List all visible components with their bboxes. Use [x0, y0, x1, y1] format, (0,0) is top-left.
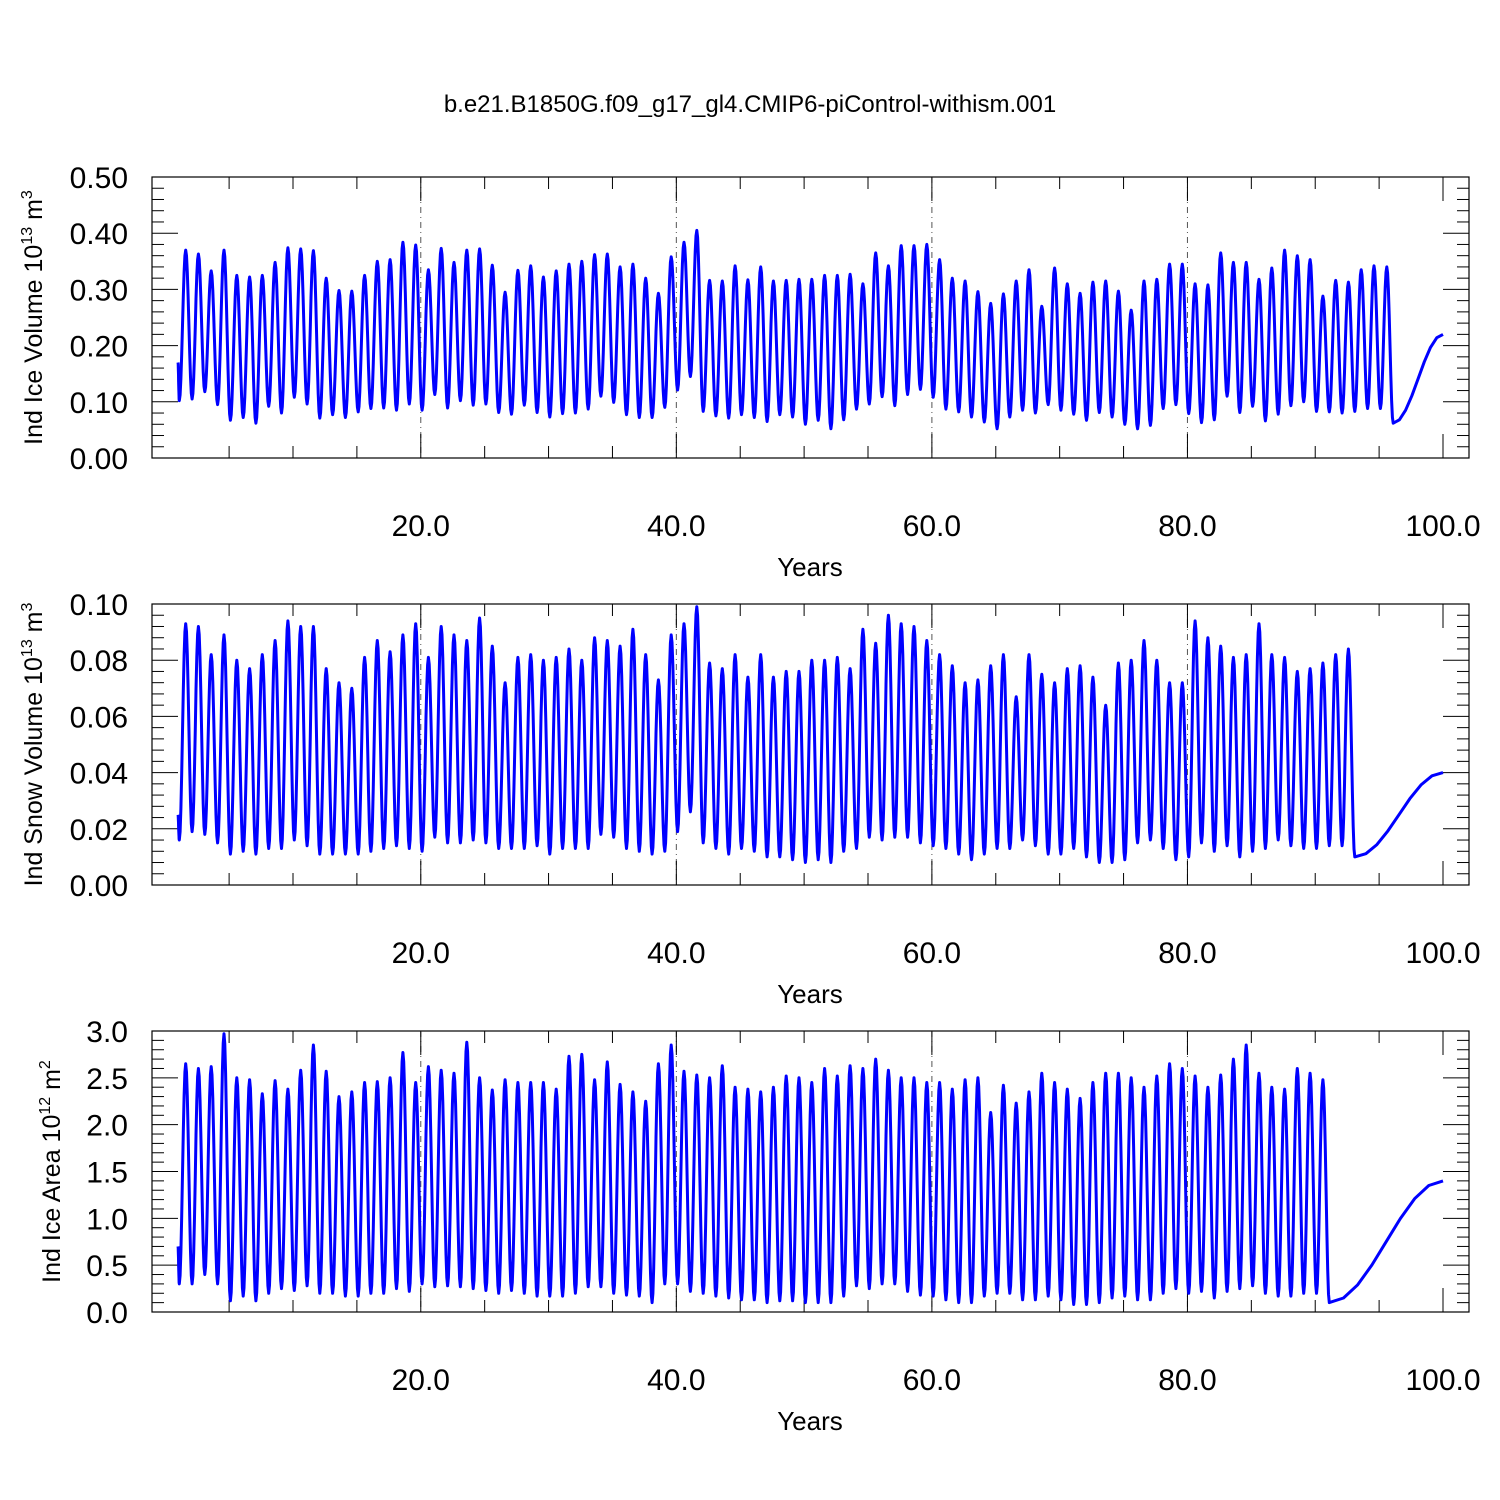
x-tick-label: 20.0 — [392, 510, 450, 543]
series-line-1 — [176, 228, 1444, 431]
x-tick-label: 60.0 — [903, 937, 961, 970]
x-tick-label: 80.0 — [1158, 1364, 1216, 1397]
y-axis-label: Ind Ice Volume 1013 m3 — [19, 190, 48, 445]
x-tick-label: 60.0 — [903, 510, 961, 543]
y-tick-label: 3.0 — [86, 1016, 128, 1049]
x-tick-label: 100.0 — [1405, 1364, 1480, 1397]
y-tick-label: 0.10 — [70, 589, 128, 622]
y-tick-label: 2.0 — [86, 1110, 128, 1143]
y-tick-label: 0.00 — [70, 443, 128, 476]
y-axis-label: Ind Ice Area 1012 m2 — [37, 1060, 66, 1283]
y-tick-label: 0.08 — [70, 645, 128, 678]
x-tick-label: 40.0 — [647, 1364, 705, 1397]
figure-title: b.e21.B1850G.f09_g17_gl4.CMIP6-piControl… — [444, 91, 1056, 118]
plot-frame — [151, 176, 1470, 459]
y-tick-label: 1.5 — [86, 1157, 128, 1190]
x-tick-label: 80.0 — [1158, 937, 1216, 970]
y-axis-label: Ind Snow Volume 1013 m3 — [19, 603, 48, 887]
y-tick-label: 0.30 — [70, 274, 128, 307]
y-tick-label: 0.0 — [86, 1297, 128, 1330]
x-tick-label: 20.0 — [392, 1364, 450, 1397]
y-tick-label: 0.10 — [70, 387, 128, 420]
x-tick-label: 40.0 — [647, 937, 705, 970]
series-line-1 — [176, 605, 1444, 864]
x-tick-label: 60.0 — [903, 1364, 961, 1397]
x-tick-label: 100.0 — [1405, 510, 1480, 543]
y-tick-label: 0.06 — [70, 701, 128, 734]
y-tick-label: 0.40 — [70, 218, 128, 251]
y-tick-label: 0.02 — [70, 814, 128, 847]
chart-panel-3: 20.0 40.0 60.0 80.0 100.0 Years 0.0 0.5 1.0 1.5 2.… — [37, 1016, 1481, 1436]
x-axis-label: Years — [777, 979, 843, 1009]
y-tick-label: 0.04 — [70, 758, 128, 791]
x-axis-label: Years — [777, 552, 843, 582]
x-axis-label: Years — [777, 1406, 843, 1436]
x-tick-label: 100.0 — [1405, 937, 1480, 970]
y-tick-label: 2.5 — [86, 1063, 128, 1096]
chart-panel-2: 20.0 40.0 60.0 80.0 100.0 Years 0.00 0.02 0.04 0.… — [19, 589, 1481, 1009]
chart-panel-1: 20.0 40.0 60.0 80.0 100.0 Years 0.00 0.10 0.20 0.… — [19, 162, 1481, 582]
y-tick-label: 1.0 — [86, 1203, 128, 1236]
y-tick-label: 0.00 — [70, 870, 128, 903]
x-tick-label: 40.0 — [647, 510, 705, 543]
y-tick-label: 0.5 — [86, 1250, 128, 1283]
x-tick-label: 20.0 — [392, 937, 450, 970]
y-tick-label: 0.20 — [70, 331, 128, 364]
x-tick-label: 80.0 — [1158, 510, 1216, 543]
y-tick-label: 0.50 — [70, 162, 128, 195]
plot-frame — [151, 603, 1470, 886]
series-line-1 — [176, 1032, 1444, 1306]
